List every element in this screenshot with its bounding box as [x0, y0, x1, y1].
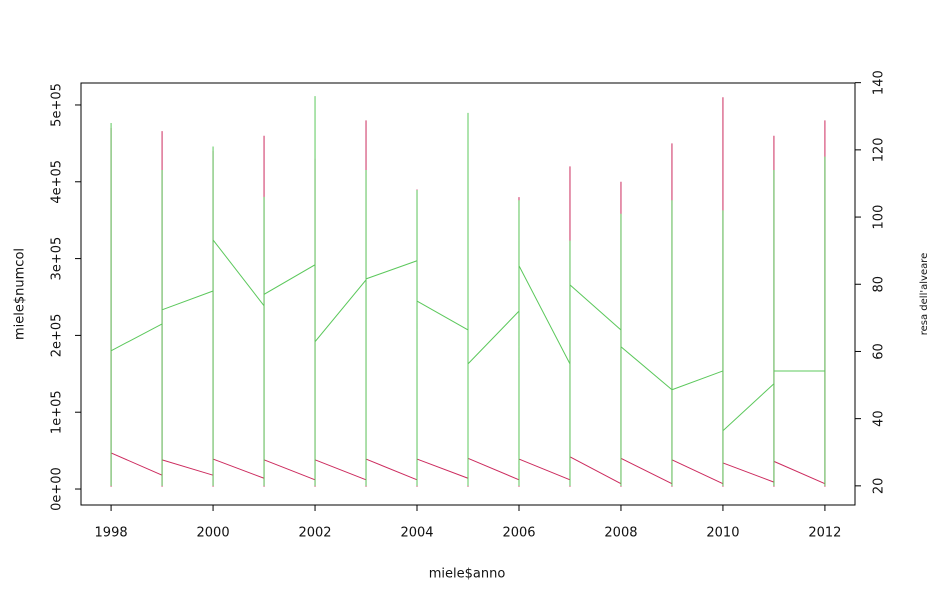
y-tick-label: 4e+05: [50, 160, 65, 204]
x-tick-label: 2008: [604, 526, 637, 541]
x-tick-label: 2012: [808, 526, 841, 541]
y2-tick-label: 140: [872, 70, 887, 95]
y2-tick-label: 20: [872, 478, 887, 495]
y-axis-label: miele$numcol: [13, 248, 28, 340]
y-tick-label: 2e+05: [50, 314, 65, 358]
y2-tick-label: 60: [872, 343, 887, 360]
x-tick-label: 2002: [298, 526, 331, 541]
plot-box: [80, 82, 856, 506]
y2-tick-label: 80: [872, 276, 887, 293]
y-tick-label: 1e+05: [50, 390, 65, 434]
y-tick-label: 0e+00: [50, 467, 65, 511]
series-line: [110, 96, 826, 486]
x-tick-label: 2006: [502, 526, 535, 541]
x-tick-label: 1998: [95, 526, 128, 541]
y-tick-label: 5e+05: [50, 83, 65, 127]
x-axis-label: miele$anno: [429, 567, 506, 582]
x-tick-label: 2010: [706, 526, 739, 541]
y2-axis-label: resa dell'alveare: [919, 253, 930, 336]
x-tick-label: 2000: [197, 526, 230, 541]
y2-tick-label: 100: [872, 205, 887, 230]
y2-tick-label: 120: [872, 137, 887, 162]
y2-tick-label: 40: [872, 410, 887, 427]
x-tick-label: 2004: [400, 526, 433, 541]
y-tick-label: 3e+05: [50, 237, 65, 281]
